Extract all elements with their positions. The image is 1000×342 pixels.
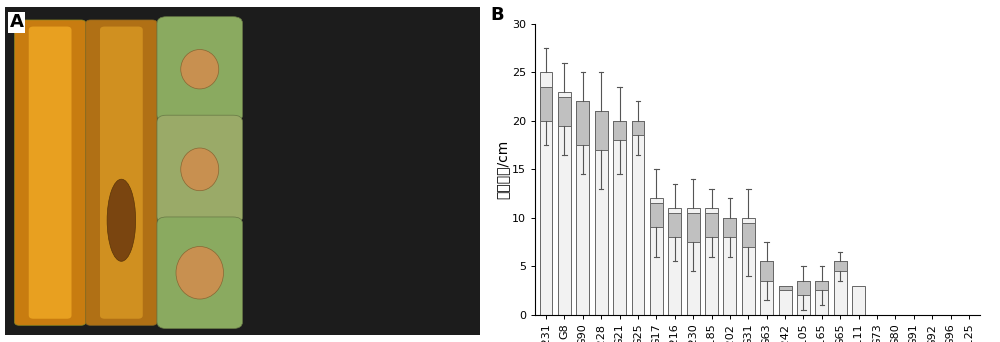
Bar xyxy=(595,111,608,150)
Bar xyxy=(742,218,755,315)
Bar xyxy=(705,208,718,315)
Bar xyxy=(595,111,608,315)
Bar xyxy=(613,121,626,140)
Bar xyxy=(558,92,571,315)
Bar xyxy=(852,286,865,315)
FancyBboxPatch shape xyxy=(157,17,242,122)
Bar xyxy=(705,213,718,237)
Bar xyxy=(834,261,847,271)
Bar xyxy=(576,102,589,315)
Bar xyxy=(797,281,810,295)
Bar xyxy=(540,87,552,121)
Bar xyxy=(613,121,626,315)
Bar xyxy=(687,213,700,242)
Bar xyxy=(779,286,792,315)
Text: A: A xyxy=(10,13,24,31)
Bar xyxy=(650,198,663,315)
Bar xyxy=(760,261,773,315)
FancyBboxPatch shape xyxy=(14,20,86,325)
Bar xyxy=(834,261,847,315)
FancyBboxPatch shape xyxy=(29,27,72,319)
Bar xyxy=(723,218,736,315)
FancyBboxPatch shape xyxy=(157,217,242,329)
Bar xyxy=(779,286,792,290)
Bar xyxy=(687,208,700,315)
Bar xyxy=(540,73,552,315)
Y-axis label: 瓜把长度/cm: 瓜把长度/cm xyxy=(495,140,509,199)
Bar xyxy=(815,281,828,290)
FancyBboxPatch shape xyxy=(100,27,143,319)
Ellipse shape xyxy=(176,247,224,299)
Bar xyxy=(668,213,681,237)
Bar xyxy=(668,208,681,315)
Ellipse shape xyxy=(181,148,219,191)
Bar xyxy=(742,223,755,247)
Ellipse shape xyxy=(181,50,219,89)
Bar xyxy=(632,121,644,135)
Ellipse shape xyxy=(107,179,136,261)
FancyBboxPatch shape xyxy=(86,20,157,325)
Bar xyxy=(632,121,644,315)
Bar xyxy=(723,218,736,237)
FancyBboxPatch shape xyxy=(157,115,242,224)
Text: B: B xyxy=(490,6,504,25)
Bar xyxy=(815,281,828,315)
Bar xyxy=(760,261,773,281)
Bar xyxy=(576,102,589,145)
Bar xyxy=(558,97,571,126)
Bar xyxy=(797,281,810,315)
Bar xyxy=(650,203,663,227)
